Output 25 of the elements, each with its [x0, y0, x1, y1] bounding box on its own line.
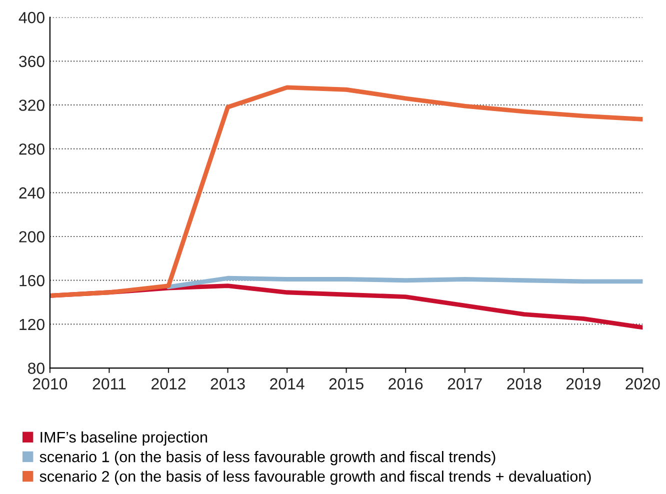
legend-label: IMF’s baseline projection	[40, 431, 208, 446]
x-tick-label: 2018	[507, 378, 542, 390]
y-tick-label: 240	[19, 187, 44, 199]
y-tick-label: 360	[19, 56, 44, 68]
y-tick-label: 160	[20, 274, 44, 286]
line-series	[50, 85, 643, 298]
y-tick-label: 120	[20, 318, 44, 330]
x-tick-label: 2011	[92, 378, 126, 390]
legend-label: scenario 2 (on the basis of less favourable growth and fiscal trends + devaluation)	[40, 470, 591, 485]
x-tick-label: 2012	[152, 378, 186, 390]
y-tick-label: 400	[18, 12, 44, 24]
x-tick-label: 2019	[566, 378, 600, 390]
y-tick-label: 280	[19, 143, 44, 155]
line-series	[166, 276, 643, 290]
x-tick-label: 2013	[210, 378, 245, 390]
x-tick-label: 2015	[329, 378, 364, 390]
x-tick-label: 2016	[388, 378, 423, 390]
x-tick-label: 2010	[32, 378, 68, 390]
legend-label: scenario 1 (on the basis of less favourable growth and fiscal trends)	[40, 451, 496, 466]
y-tick-label: 200	[19, 231, 44, 242]
x-tick-label: 2017	[448, 378, 482, 390]
x-tick-label: 2014	[270, 378, 304, 390]
y-tick-label: 320	[19, 100, 44, 111]
x-tick-label: 2020	[626, 378, 660, 390]
y-tick-label: 80	[28, 362, 44, 374]
